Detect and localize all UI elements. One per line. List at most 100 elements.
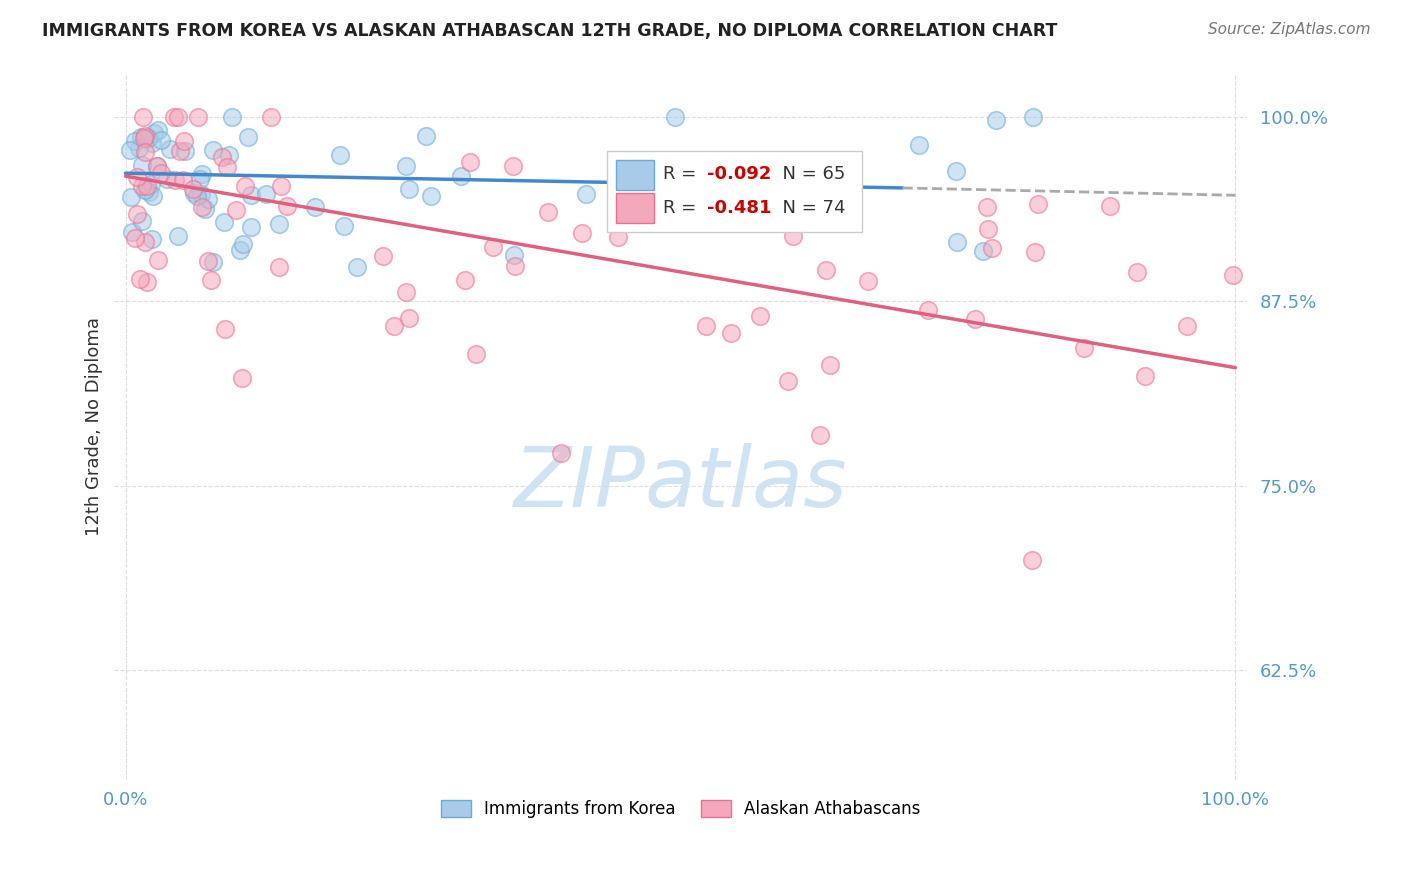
Point <box>173 145 195 159</box>
Point <box>1126 265 1149 279</box>
Point <box>458 155 481 169</box>
Point <box>138 185 160 199</box>
Point <box>749 310 772 324</box>
Point <box>167 228 190 243</box>
Point <box>131 214 153 228</box>
Point <box>908 138 931 153</box>
Text: -0.481: -0.481 <box>706 199 770 217</box>
Point <box>200 273 222 287</box>
Point <box>187 110 209 124</box>
Point <box>1026 197 1049 211</box>
Point <box>211 150 233 164</box>
Point <box>254 187 277 202</box>
Text: N = 74: N = 74 <box>770 199 845 217</box>
Point <box>808 428 831 442</box>
Point <box>980 241 1002 255</box>
Point <box>165 172 187 186</box>
Point <box>270 179 292 194</box>
Point <box>232 236 254 251</box>
Point <box>537 204 560 219</box>
Point <box>186 189 208 203</box>
Point <box>972 244 994 258</box>
Point <box>127 169 149 184</box>
Point <box>643 175 665 189</box>
Point <box>503 260 526 274</box>
Point <box>238 130 260 145</box>
Point <box>382 319 405 334</box>
Point <box>183 182 205 196</box>
Point <box>1073 341 1095 355</box>
Point <box>1022 110 1045 124</box>
Point <box>965 311 987 326</box>
Text: -0.092: -0.092 <box>706 165 770 183</box>
Point <box>136 131 159 145</box>
Point <box>221 110 243 124</box>
Point <box>132 131 155 145</box>
Point <box>240 188 263 202</box>
Point <box>135 178 157 193</box>
Point <box>201 143 224 157</box>
FancyBboxPatch shape <box>616 160 654 190</box>
FancyBboxPatch shape <box>607 151 862 232</box>
Point <box>183 186 205 201</box>
Point <box>134 235 156 250</box>
Point <box>145 160 167 174</box>
Point <box>797 178 820 193</box>
Point <box>267 217 290 231</box>
Point <box>631 164 654 178</box>
Point <box>503 248 526 262</box>
Point <box>502 159 524 173</box>
Point <box>190 187 212 202</box>
Point <box>665 203 688 218</box>
Text: R =: R = <box>664 165 703 183</box>
Y-axis label: 12th Grade, No Diploma: 12th Grade, No Diploma <box>86 318 103 536</box>
Point <box>1175 318 1198 333</box>
Point <box>814 263 837 277</box>
Point <box>228 243 250 257</box>
Point <box>664 110 686 124</box>
Point <box>159 142 181 156</box>
Point <box>419 189 441 203</box>
Point <box>415 128 437 143</box>
Point <box>945 163 967 178</box>
Point <box>150 132 173 146</box>
Point <box>782 228 804 243</box>
Point <box>239 219 262 234</box>
Point <box>1133 369 1156 384</box>
Point <box>142 188 165 202</box>
Point <box>141 232 163 246</box>
Point <box>146 252 169 267</box>
Point <box>695 319 717 334</box>
Point <box>163 110 186 124</box>
Text: N = 65: N = 65 <box>770 165 845 183</box>
Point <box>121 225 143 239</box>
Point <box>225 203 247 218</box>
Point <box>1021 553 1043 567</box>
Point <box>482 240 505 254</box>
Point <box>276 199 298 213</box>
Point <box>143 126 166 140</box>
Point <box>1222 268 1244 282</box>
Point <box>454 273 477 287</box>
Point <box>131 158 153 172</box>
Point <box>201 255 224 269</box>
Point <box>394 159 416 173</box>
Point <box>260 110 283 124</box>
Point <box>976 222 998 236</box>
Point <box>135 275 157 289</box>
Point <box>1098 198 1121 212</box>
Text: Source: ZipAtlas.com: Source: ZipAtlas.com <box>1208 22 1371 37</box>
Point <box>145 159 167 173</box>
Point <box>214 215 236 229</box>
Point <box>194 202 217 216</box>
Point <box>218 147 240 161</box>
Point <box>215 160 238 174</box>
Point <box>1024 245 1046 260</box>
Point <box>146 122 169 136</box>
Text: R =: R = <box>664 199 703 217</box>
Point <box>197 253 219 268</box>
Point <box>191 200 214 214</box>
Point <box>465 347 488 361</box>
Point <box>141 177 163 191</box>
Point <box>134 145 156 160</box>
